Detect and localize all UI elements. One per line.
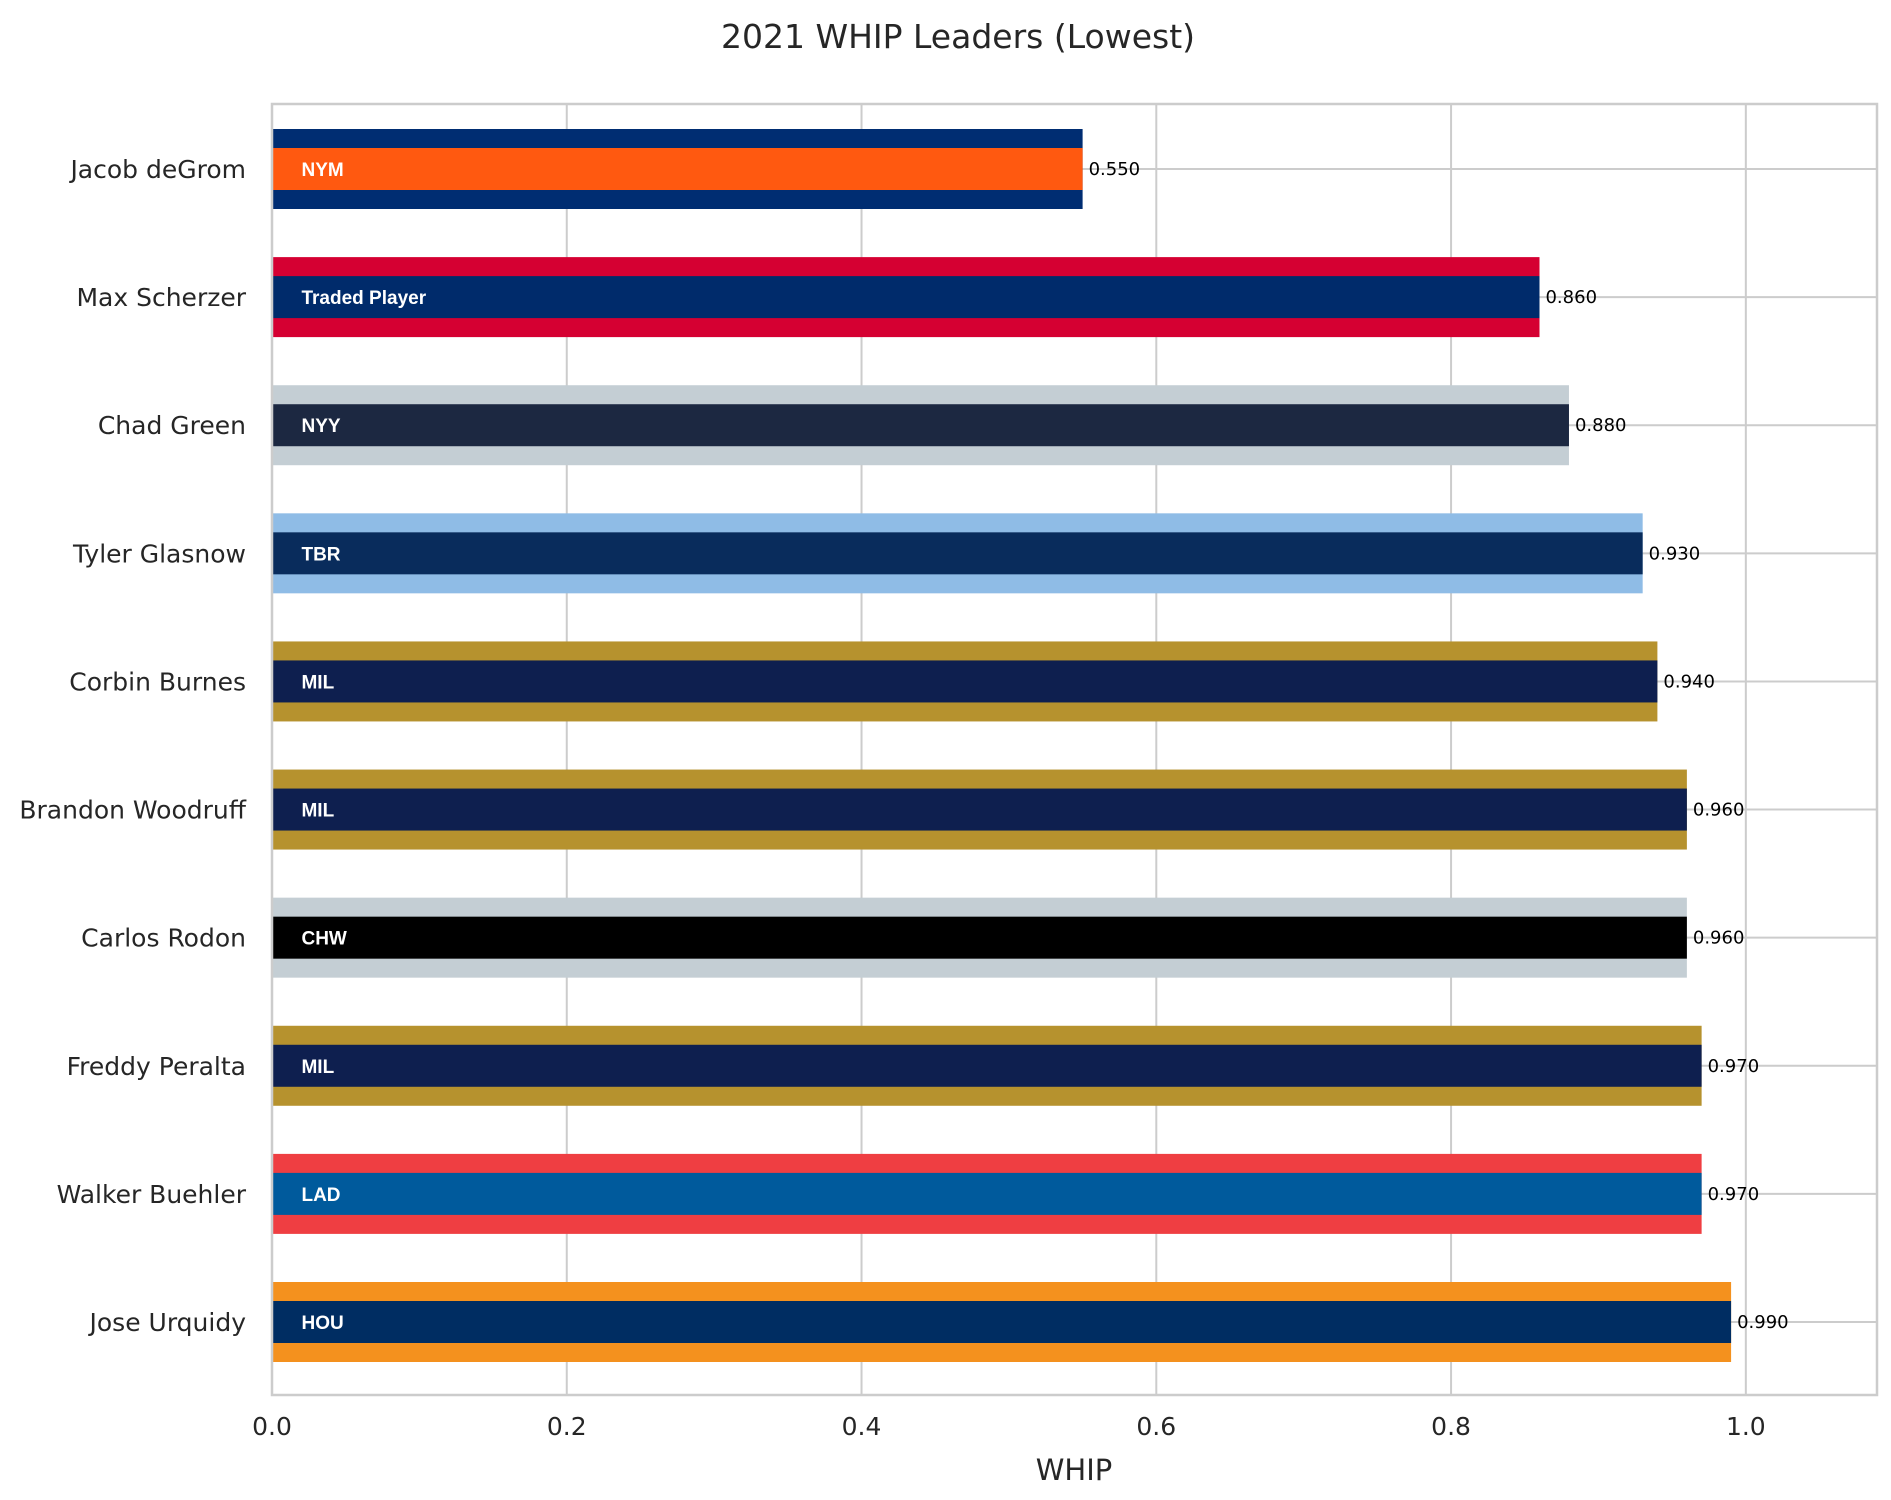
x-tick-label: 0.8 — [1431, 1412, 1471, 1441]
bar-inner — [272, 660, 1658, 703]
value-label: 0.960 — [1693, 800, 1745, 821]
bar-inner — [272, 916, 1687, 959]
value-label: 0.880 — [1575, 415, 1627, 436]
value-label: 0.550 — [1089, 159, 1141, 180]
team-label: MIL — [301, 1057, 334, 1078]
value-label: 0.990 — [1737, 1312, 1789, 1333]
team-label: Traded Player — [301, 288, 426, 309]
y-tick-label: Walker Buehler — [57, 1180, 247, 1209]
x-tick-label: 0.4 — [842, 1412, 882, 1441]
x-axis-label: WHIP — [1036, 1453, 1113, 1487]
team-label: NYY — [301, 416, 340, 437]
y-tick-label: Tyler Glasnow — [72, 539, 246, 568]
bars-group — [272, 129, 1732, 1362]
team-label: MIL — [301, 672, 334, 693]
x-tick-label: 0.2 — [547, 1412, 587, 1441]
value-label: 0.930 — [1649, 543, 1701, 564]
value-label: 0.940 — [1663, 671, 1715, 692]
y-tick-label: Jacob deGrom — [68, 155, 246, 184]
y-tick-label: Corbin Burnes — [69, 667, 246, 696]
x-tick-label: 1.0 — [1726, 1412, 1766, 1441]
team-label: LAD — [301, 1185, 340, 1206]
plot-frame — [270, 102, 1879, 1397]
chart-title: 2021 WHIP Leaders (Lowest) — [721, 17, 1195, 56]
team-label: TBR — [301, 544, 340, 565]
bar-inner — [272, 148, 1083, 190]
bar-inner — [272, 1301, 1732, 1343]
team-label: CHW — [301, 929, 346, 950]
y-tick-label: Jose Urquidy — [88, 1308, 247, 1337]
bar-inner — [272, 404, 1569, 447]
team-label: HOU — [301, 1313, 343, 1334]
value-label: 0.970 — [1708, 1184, 1760, 1205]
bar-inner — [272, 1172, 1702, 1215]
team-label: MIL — [301, 801, 334, 822]
y-tick-label: Freddy Peralta — [67, 1052, 246, 1081]
bar-inner — [272, 532, 1643, 575]
value-label: 0.960 — [1693, 928, 1745, 949]
y-tick-label: Max Scherzer — [76, 283, 246, 312]
y-tick-label: Brandon Woodruff — [19, 796, 246, 825]
y-tick-label: Carlos Rodon — [81, 924, 246, 953]
bar-inner — [272, 1044, 1702, 1087]
x-tick-label: 0.6 — [1136, 1412, 1176, 1441]
bar-inner — [272, 276, 1540, 319]
value-label: 0.860 — [1545, 287, 1597, 308]
team-label: NYM — [301, 160, 343, 181]
x-tick-label: 0.0 — [252, 1412, 292, 1441]
value-label: 0.970 — [1708, 1056, 1760, 1077]
y-tick-label: Chad Green — [98, 411, 246, 440]
bar-inner — [272, 788, 1687, 831]
labels-group: 0.0 0.2 0.4 0.6 0.8 1.0 NYM 0.550 Jacob deGrom Tr… — [19, 155, 1788, 1441]
